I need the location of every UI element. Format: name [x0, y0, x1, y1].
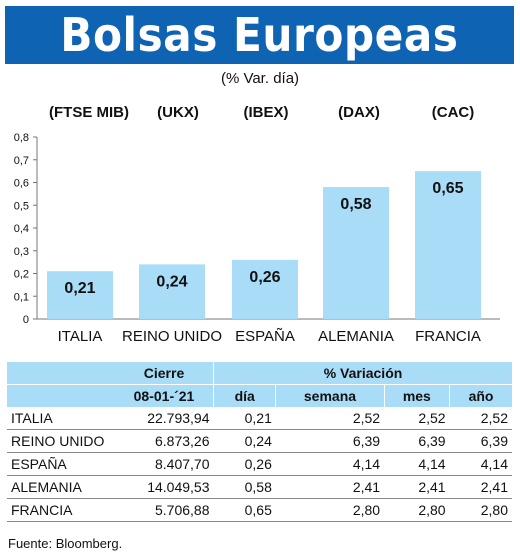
cell-dia: 0,26: [213, 452, 276, 476]
cell-ano: 4,14: [449, 452, 512, 476]
bar-value-label: 0,24: [156, 273, 187, 290]
y-tick-label: 0,6: [14, 178, 29, 190]
title-banner: Bolsas Europeas: [5, 6, 514, 64]
y-tick-label: 0,8: [14, 132, 29, 144]
bar-reino-unido: [139, 264, 205, 319]
source-note: Fuente: Bloomberg.: [8, 536, 123, 551]
cell-ano: 2,80: [449, 498, 512, 522]
cell-semana: 2,80: [275, 498, 385, 522]
cell-dia: 0,65: [213, 498, 276, 522]
table-row: FRANCIA 5.706,88 0,65 2,80 2,80 2,80: [7, 498, 512, 522]
cell-semana: 4,14: [275, 452, 385, 476]
index-label-ukx: (UKX): [157, 104, 199, 121]
header-dia: día: [212, 384, 276, 407]
cell-mes: 4,14: [384, 452, 450, 476]
cell-semana: 2,52: [275, 407, 385, 430]
header-empty-2: [7, 384, 115, 407]
index-label-dax: (DAX): [338, 104, 380, 121]
cell-country: FRANCIA: [7, 498, 115, 522]
cell-dia: 0,24: [213, 429, 276, 453]
cell-close: 5.706,88: [115, 498, 214, 522]
y-tick-label: 0: [23, 314, 29, 326]
x-category-label: ITALIA: [58, 328, 103, 345]
x-category-label: REINO UNIDO: [122, 328, 222, 345]
x-category-label: ALEMANIA: [318, 328, 394, 345]
chart-subtitle: (% Var. día): [220, 70, 300, 87]
cell-dia: 0,58: [213, 475, 276, 499]
bar-value-label: 0,21: [64, 280, 95, 297]
header-variacion: % Variación: [213, 362, 512, 385]
cell-close: 6.873,26: [115, 429, 214, 453]
cell-country: ALEMANIA: [7, 475, 115, 499]
cell-country: REINO UNIDO: [7, 429, 115, 453]
index-label-ftse: (FTSE MIB): [49, 104, 129, 121]
table-row: ESPAÑA 8.407,70 0,26 4,14 4,14 4,14: [7, 452, 512, 476]
table-header-row-1: Cierre % Variación: [7, 362, 512, 385]
cell-ano: 6,39: [449, 429, 512, 453]
bar-value-label: 0,65: [432, 180, 463, 197]
bars: 0,21 ITALIA 0,24 REINO UNIDO 0,26 ESPAÑA 0,58 A…: [47, 171, 481, 345]
header-date: 08-01-´21: [115, 384, 214, 407]
bar-value-label: 0,26: [249, 269, 280, 286]
table-row: ALEMANIA 14.049,53 0,58 2,41 2,41 2,41: [7, 475, 512, 499]
data-table: Cierre % Variación 08-01-´21 día semana …: [7, 362, 512, 522]
bar-francia: [415, 171, 481, 319]
cell-ano: 2,41: [449, 475, 512, 499]
table-header-row-2: 08-01-´21 día semana mes año: [7, 384, 512, 407]
y-tick-label: 0,4: [14, 223, 29, 235]
bar-chart: 0 0,1 0,2 0,3 0,4 0,5 0,6 0,7 0,8 0,21 ITALIA 0,24…: [14, 132, 500, 345]
cell-semana: 2,41: [275, 475, 385, 499]
table-row: REINO UNIDO 6.873,26 0,24 6,39 6,39 6,39: [7, 429, 512, 453]
index-label-cac: (CAC): [431, 104, 475, 121]
header-semana: semana: [275, 384, 385, 407]
table-row: ITALIA 22.793,94 0,21 2,52 2,52 2,52: [7, 407, 512, 430]
header-cierre: Cierre: [115, 362, 214, 385]
bar-españa: [232, 259, 298, 319]
cell-dia: 0,21: [213, 407, 276, 430]
y-tick-label: 0,1: [14, 291, 29, 303]
y-tick-label: 0,3: [14, 246, 29, 258]
bar-alemania: [323, 187, 389, 319]
y-tick-label: 0,7: [14, 155, 29, 167]
x-category-label: ESPAÑA: [235, 328, 295, 345]
cell-mes: 2,52: [384, 407, 450, 430]
cell-semana: 6,39: [275, 429, 385, 453]
y-tick-label: 0,2: [14, 269, 29, 281]
cell-mes: 6,39: [384, 429, 450, 453]
chart-title: Bolsas Europeas: [60, 8, 459, 62]
cell-mes: 2,80: [384, 498, 450, 522]
header-empty: [7, 362, 115, 385]
cell-mes: 2,41: [384, 475, 450, 499]
cell-close: 8.407,70: [115, 452, 214, 476]
cell-close: 22.793,94: [115, 407, 214, 430]
bar-value-label: 0,58: [340, 196, 371, 213]
cell-close: 14.049,53: [115, 475, 214, 499]
header-ano: año: [449, 384, 512, 407]
cell-ano: 2,52: [449, 407, 512, 430]
bar-italia: [47, 271, 113, 319]
x-category-label: FRANCIA: [415, 328, 481, 345]
header-mes: mes: [383, 384, 450, 407]
index-label-ibex: (IBEX): [243, 104, 289, 121]
y-tick-label: 0,5: [14, 200, 29, 212]
cell-country: ESPAÑA: [7, 452, 115, 476]
cell-country: ITALIA: [7, 407, 115, 430]
